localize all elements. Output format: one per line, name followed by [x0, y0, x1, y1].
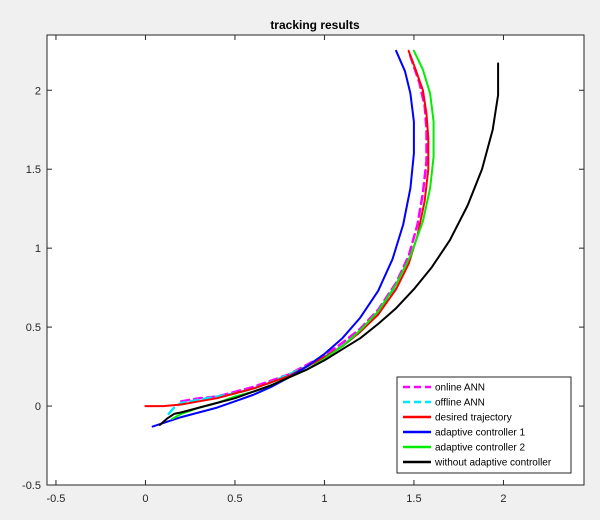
x-tick-label: -0.5	[46, 493, 65, 505]
series-line	[180, 49, 428, 403]
series-line	[151, 49, 415, 428]
chart-title: tracking results	[270, 18, 360, 32]
y-tick-label: 0	[35, 401, 41, 413]
legend-label: offline ANN	[435, 398, 485, 409]
legend-label: adaptive controller 2	[435, 443, 525, 454]
y-tick-label: -0.5	[22, 480, 41, 492]
x-tick-label: 0.5	[227, 493, 242, 505]
legend-label: adaptive controller 1	[435, 428, 525, 439]
series-line	[158, 62, 500, 426]
data-series	[144, 49, 500, 428]
x-tick-label: 1	[321, 493, 327, 505]
legend: online ANN offline ANN desired trajectory a…	[396, 376, 572, 474]
x-tick-label: 1.5	[406, 493, 421, 505]
y-tick-label: 0.5	[26, 322, 41, 334]
y-tick-label: 1.5	[26, 164, 41, 176]
y-tick-label: 2	[35, 85, 41, 97]
x-tick-label: 0	[142, 493, 148, 505]
legend-label: without adaptive controller	[434, 458, 552, 469]
legend-box	[396, 376, 572, 474]
legend-label: desired trajectory	[435, 413, 512, 424]
axis-ticks: -0.5 0 0.5 1 1.5 2 -0.5 0 0.5 1 1.5 2	[22, 35, 584, 505]
x-tick-label: 2	[500, 493, 506, 505]
y-tick-label: 1	[35, 243, 41, 255]
legend-label: online ANN	[435, 383, 485, 394]
